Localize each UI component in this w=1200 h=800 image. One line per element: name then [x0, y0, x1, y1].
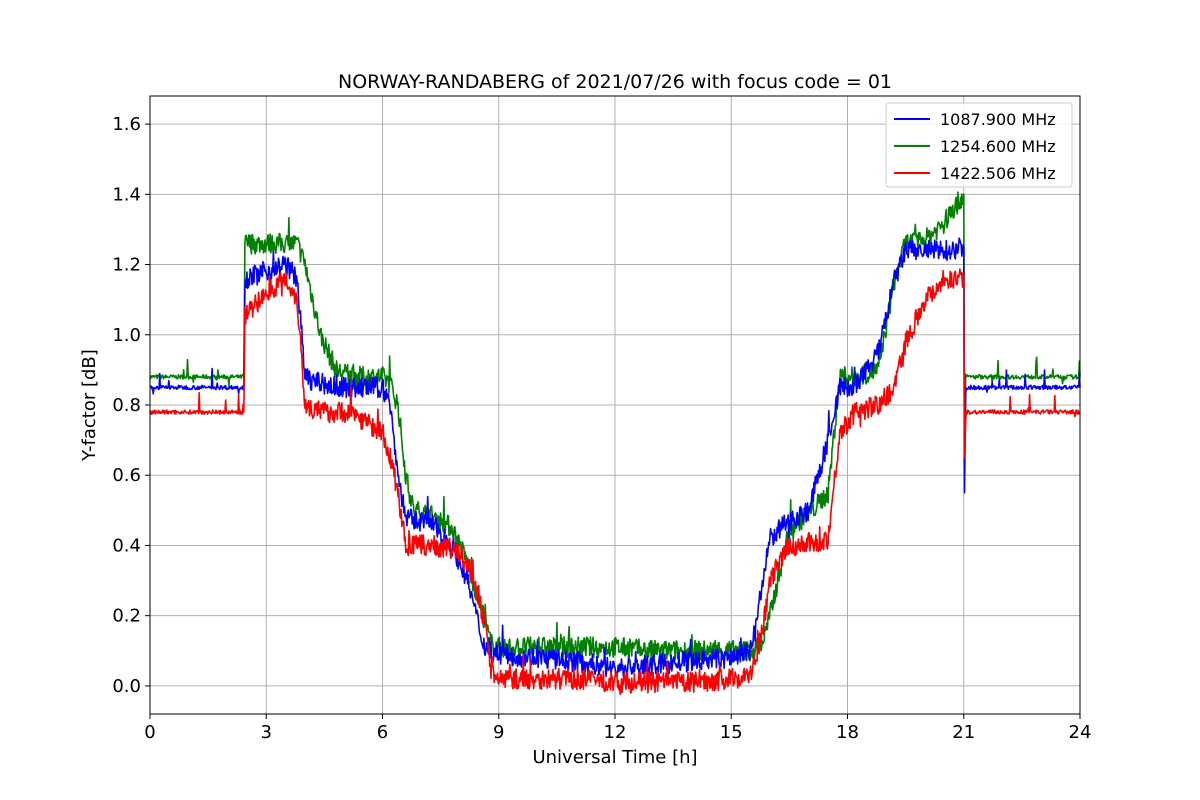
- legend-label: 1087.900 MHz: [940, 110, 1056, 129]
- y-tick-label: 1.6: [112, 114, 141, 135]
- chart-title: NORWAY-RANDABERG of 2021/07/26 with focu…: [338, 71, 892, 93]
- y-tick-label: 0.8: [112, 395, 141, 416]
- y-axis-label: Y-factor [dB]: [79, 349, 100, 462]
- y-tick-label: 0.6: [112, 465, 141, 486]
- x-tick-label: 12: [604, 722, 627, 743]
- y-ticks: 0.0 0.2 0.4 0.6 0.8 1.0 1.2 1.4 1.6: [112, 114, 150, 697]
- legend-label: 1254.600 MHz: [940, 137, 1056, 156]
- x-tick-label: 21: [952, 722, 975, 743]
- series-layer: [149, 191, 1081, 696]
- y-tick-label: 0.0: [112, 676, 141, 697]
- y-tick-label: 1.0: [112, 325, 141, 346]
- y-tick-label: 0.2: [112, 606, 141, 627]
- x-tick-label: 3: [261, 722, 272, 743]
- legend-box: [885, 102, 1073, 188]
- x-tick-label: 6: [377, 722, 388, 743]
- y-tick-label: 0.4: [112, 535, 141, 556]
- x-ticks: 0 3 6 9 12 15 18 21 24: [144, 714, 1091, 743]
- series-line-1: [149, 237, 1081, 678]
- legend: 1087.900 MHz 1254.600 MHz 1422.506 MHz: [885, 102, 1073, 188]
- x-tick-label: 0: [144, 722, 155, 743]
- series-line-3: [149, 268, 1081, 696]
- legend-label: 1422.506 MHz: [940, 164, 1056, 183]
- x-tick-label: 18: [836, 722, 859, 743]
- x-tick-label: 24: [1069, 722, 1092, 743]
- x-axis-label: Universal Time [h]: [532, 747, 697, 768]
- x-tick-label: 9: [493, 722, 504, 743]
- y-tick-label: 1.4: [112, 184, 141, 205]
- y-tick-label: 1.2: [112, 255, 141, 276]
- x-tick-label: 15: [720, 722, 743, 743]
